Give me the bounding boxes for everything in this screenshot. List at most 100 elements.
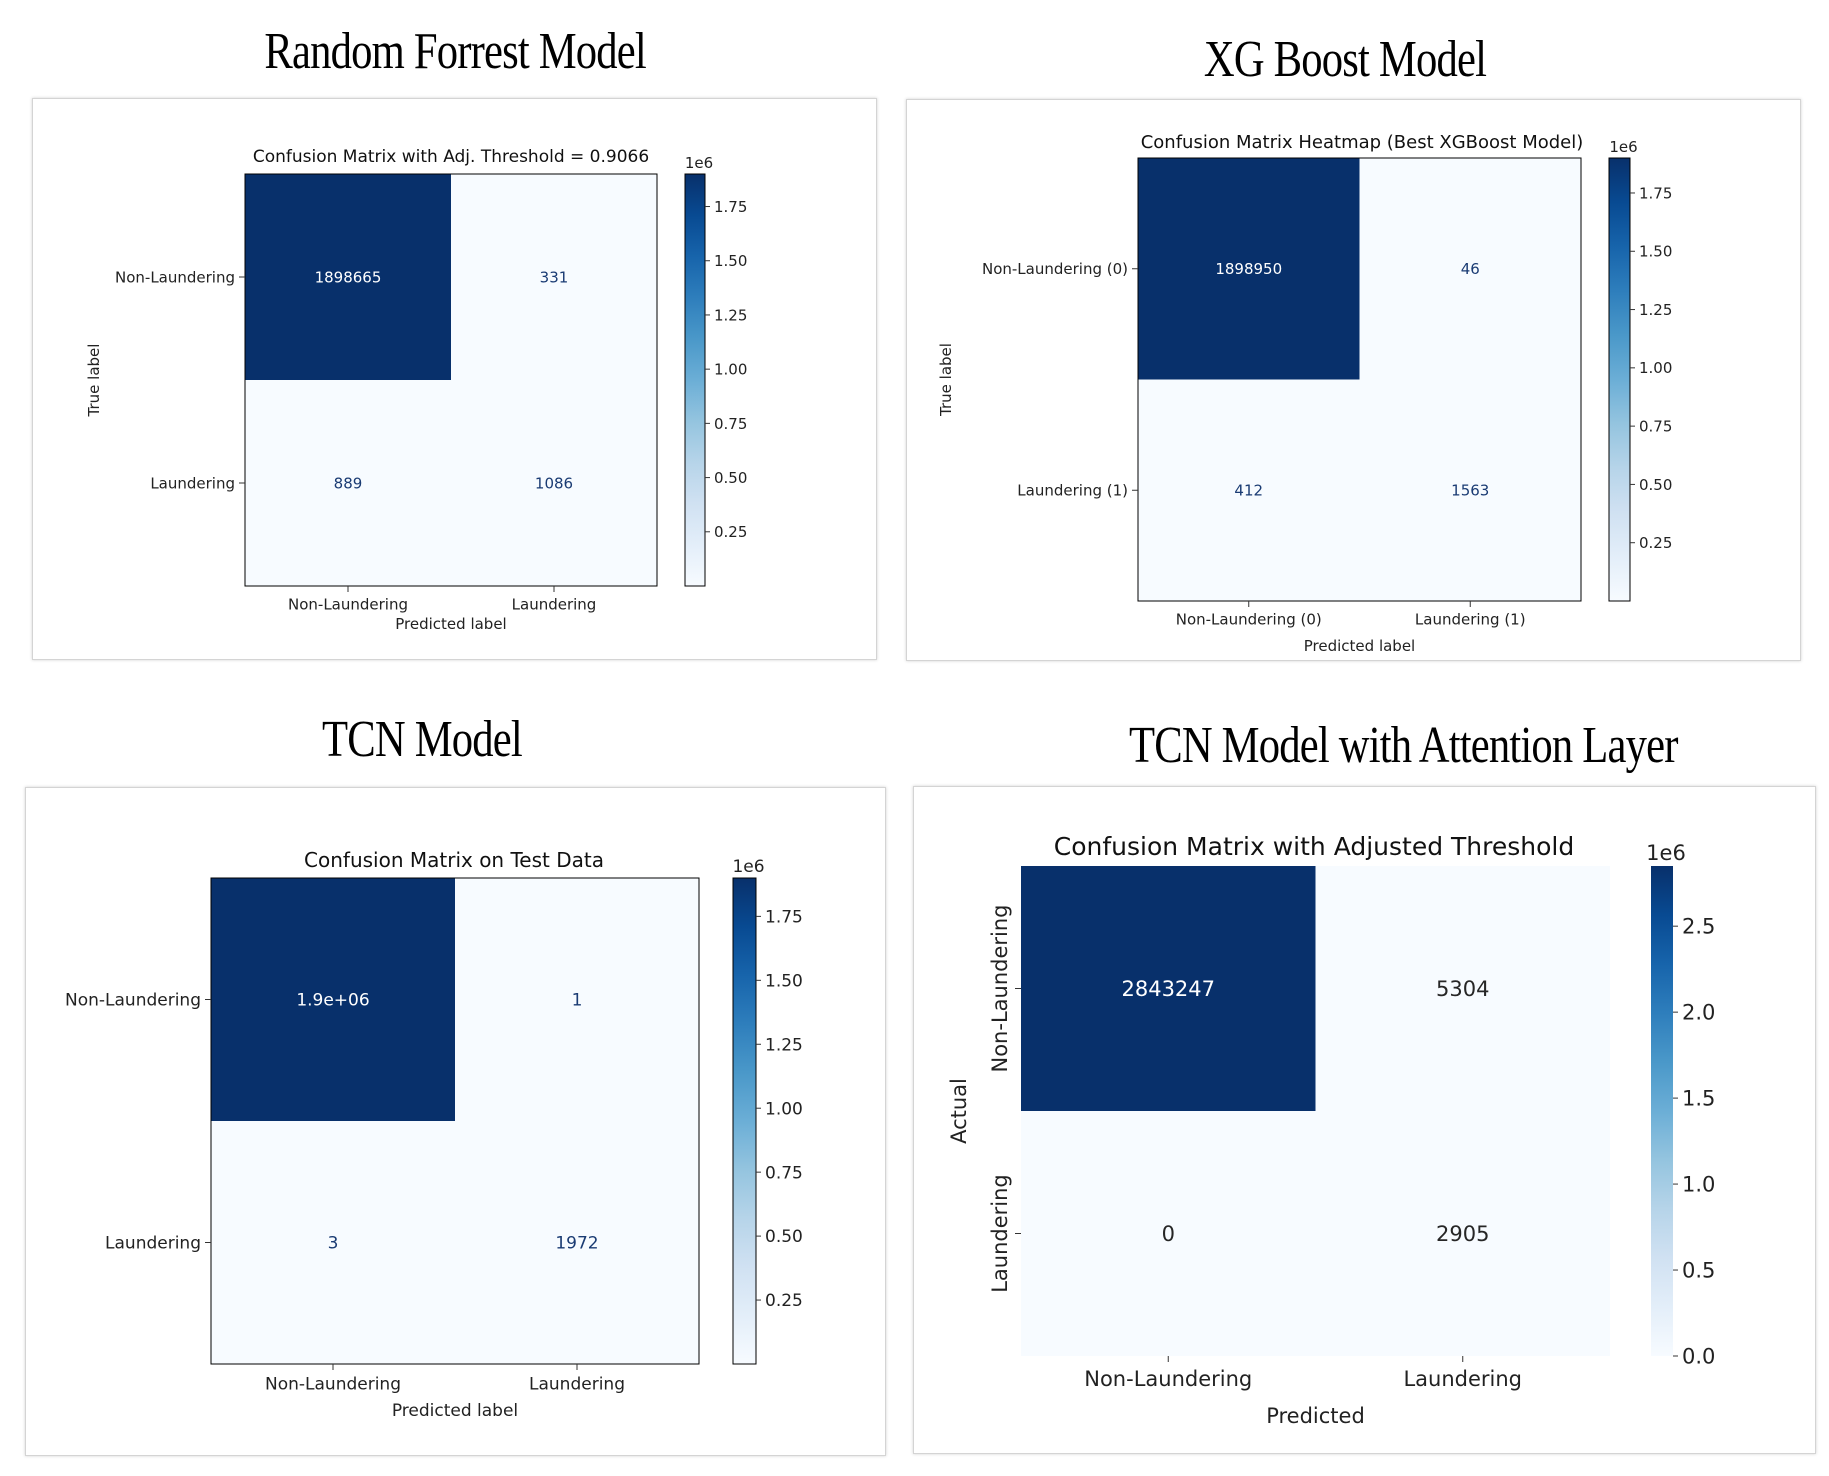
heatmap-cell	[451, 380, 657, 586]
colorbar-offset-label: 1e6	[732, 857, 764, 877]
x-tick-label: Laundering	[529, 1375, 625, 1395]
model-title-tcn: TCN Model	[322, 711, 523, 768]
heatmap-cell	[1315, 1111, 1610, 1356]
colorbar-tick-label: 1.50	[1639, 243, 1672, 261]
y-tick-label: Non-Laundering	[988, 905, 1012, 1073]
heatmap-cell	[1138, 379, 1360, 601]
colorbar-tick-label: 0.75	[714, 415, 747, 433]
colorbar-tick-label: 0.5	[1682, 1259, 1715, 1283]
colorbar-tick-label: 0.50	[765, 1227, 803, 1247]
model-title-tcn-attention: TCN Model with Attention Layer	[1129, 717, 1678, 774]
cell-value-label: 46	[1461, 260, 1480, 278]
plot-frame	[210, 877, 700, 1365]
x-axis-label: Predicted label	[395, 615, 506, 633]
colorbar-tick-label: 0.25	[765, 1291, 803, 1311]
colorbar-offset-label: 1e6	[1646, 841, 1686, 865]
confusion-matrix-xgboost: 1898950 46 412 1563 Non-Laundering (0) Launde…	[937, 132, 1672, 655]
x-tick-label: Non-Laundering	[1084, 1367, 1252, 1391]
heatmap-cell	[245, 174, 451, 380]
cell-value-label: 1.9e+06	[296, 991, 369, 1011]
heatmap-cell	[245, 380, 451, 586]
colorbar-tick-label: 1.75	[1639, 184, 1672, 202]
heatmap-cell	[211, 878, 455, 1121]
x-tick-label: Laundering (1)	[1415, 610, 1526, 628]
confusion-matrix-tcn-attention: 2843247 5304 0 2905 Non-Laundering Laundering…	[947, 832, 1715, 1428]
cell-value-label: 412	[1234, 482, 1263, 500]
chart-title: Confusion Matrix Heatmap (Best XGBoost M…	[1141, 132, 1584, 153]
heatmap-cell	[1359, 158, 1581, 380]
colorbar-tick-label: 1.00	[1639, 359, 1672, 377]
cell-value-label: 1898950	[1215, 260, 1282, 278]
colorbar-tick-label: 0.50	[1639, 476, 1672, 494]
cell-value-label: 3	[328, 1234, 339, 1254]
cell-value-label: 1898665	[315, 268, 382, 286]
cell-value-label: 1	[572, 991, 583, 1011]
y-tick-label: Laundering	[988, 1174, 1012, 1293]
x-tick-label: Non-Laundering (0)	[1176, 610, 1322, 628]
colorbar-tick-label: 0.25	[1639, 534, 1672, 552]
colorbar-tick-label: 0.25	[714, 523, 747, 541]
y-axis-label: Actual	[947, 1078, 971, 1144]
heatmap-cell	[211, 1121, 455, 1364]
colorbar-tick-label: 0.0	[1682, 1345, 1715, 1369]
heatmap-cell	[1138, 158, 1360, 380]
x-axis-label: Predicted	[1266, 1404, 1365, 1428]
colorbar-offset-label: 1e6	[685, 154, 713, 172]
colorbar	[732, 877, 757, 1365]
colorbar-tick-label: 0.75	[765, 1163, 803, 1183]
colorbar-tick-label: 1.00	[765, 1099, 803, 1119]
colorbar-tick-label: 1.75	[714, 198, 747, 216]
confusion-matrix-tcn: 1.9e+06 1 3 1972 Non-Laundering Laundering Non…	[65, 848, 803, 1421]
chart-panel-tcn: 1.9e+06 1 3 1972 Non-Laundering Laundering Non…	[25, 787, 886, 1456]
colorbar-offset-label: 1e6	[1609, 138, 1637, 156]
y-tick-label: Laundering	[150, 474, 235, 492]
heatmap-cell	[451, 174, 657, 380]
colorbar-tick-label: 1.75	[765, 907, 803, 927]
colorbar-tick-label: 0.50	[714, 469, 747, 487]
heatmap-cell	[1021, 1111, 1316, 1356]
colorbar-tick-label: 1.25	[1639, 301, 1672, 319]
x-tick-label: Laundering	[1403, 1367, 1522, 1391]
heatmap-cell	[1021, 866, 1316, 1111]
colorbar-tick-label: 2.0	[1682, 1001, 1715, 1025]
model-title-xgboost: XG Boost Model	[1203, 31, 1487, 88]
colorbar-tick-label: 1.50	[765, 971, 803, 991]
y-axis-label: True label	[85, 344, 103, 418]
plot-frame	[1137, 157, 1582, 602]
x-tick-label: Non-Laundering	[288, 595, 408, 613]
confusion-matrix-random-forest: 1898665 331 889 1086 Non-Laundering Launderin…	[85, 147, 747, 633]
model-title-random-forest: Random Forrest Model	[264, 23, 646, 80]
heatmap-cell	[1359, 379, 1581, 601]
cell-value-label: 1972	[555, 1234, 598, 1254]
x-axis-label: Predicted label	[392, 1401, 518, 1421]
chart-panel-random-forest: 1898665 331 889 1086 Non-Laundering Launderin…	[32, 98, 877, 660]
y-axis-label: True label	[937, 343, 955, 417]
colorbar	[684, 173, 706, 587]
heatmap-cell	[1315, 866, 1610, 1111]
cell-value-label: 2905	[1436, 1222, 1489, 1246]
cell-value-label: 1086	[535, 474, 573, 492]
cell-value-label: 331	[540, 268, 569, 286]
colorbar	[1651, 866, 1673, 1356]
x-tick-label: Laundering	[512, 595, 597, 613]
chart-title: Confusion Matrix with Adj. Threshold = 0…	[253, 147, 649, 167]
colorbar-tick-label: 1.50	[714, 252, 747, 270]
cell-value-label: 889	[334, 474, 363, 492]
y-tick-label: Non-Laundering	[65, 991, 201, 1011]
chart-title: Confusion Matrix with Adjusted Threshold	[1054, 832, 1575, 861]
colorbar-tick-label: 1.25	[714, 306, 747, 324]
y-tick-label: Non-Laundering (0)	[982, 260, 1128, 278]
heatmap-cell	[455, 1121, 699, 1364]
heatmap-cell	[455, 878, 699, 1121]
colorbar-tick-label: 1.00	[714, 361, 747, 379]
cell-value-label: 1563	[1451, 482, 1489, 500]
y-tick-label: Laundering (1)	[1017, 482, 1128, 500]
y-tick-label: Laundering	[105, 1234, 201, 1254]
chart-panel-tcn-attention: 2843247 5304 0 2905 Non-Laundering Laundering…	[913, 786, 1816, 1454]
cell-value-label: 5304	[1436, 977, 1489, 1001]
colorbar-tick-label: 1.0	[1682, 1173, 1715, 1197]
colorbar-tick-label: 0.75	[1639, 418, 1672, 436]
colorbar-tick-label: 1.5	[1682, 1087, 1715, 1111]
colorbar	[1608, 157, 1631, 602]
chart-panel-xgboost: 1898950 46 412 1563 Non-Laundering (0) Launde…	[906, 99, 1801, 661]
